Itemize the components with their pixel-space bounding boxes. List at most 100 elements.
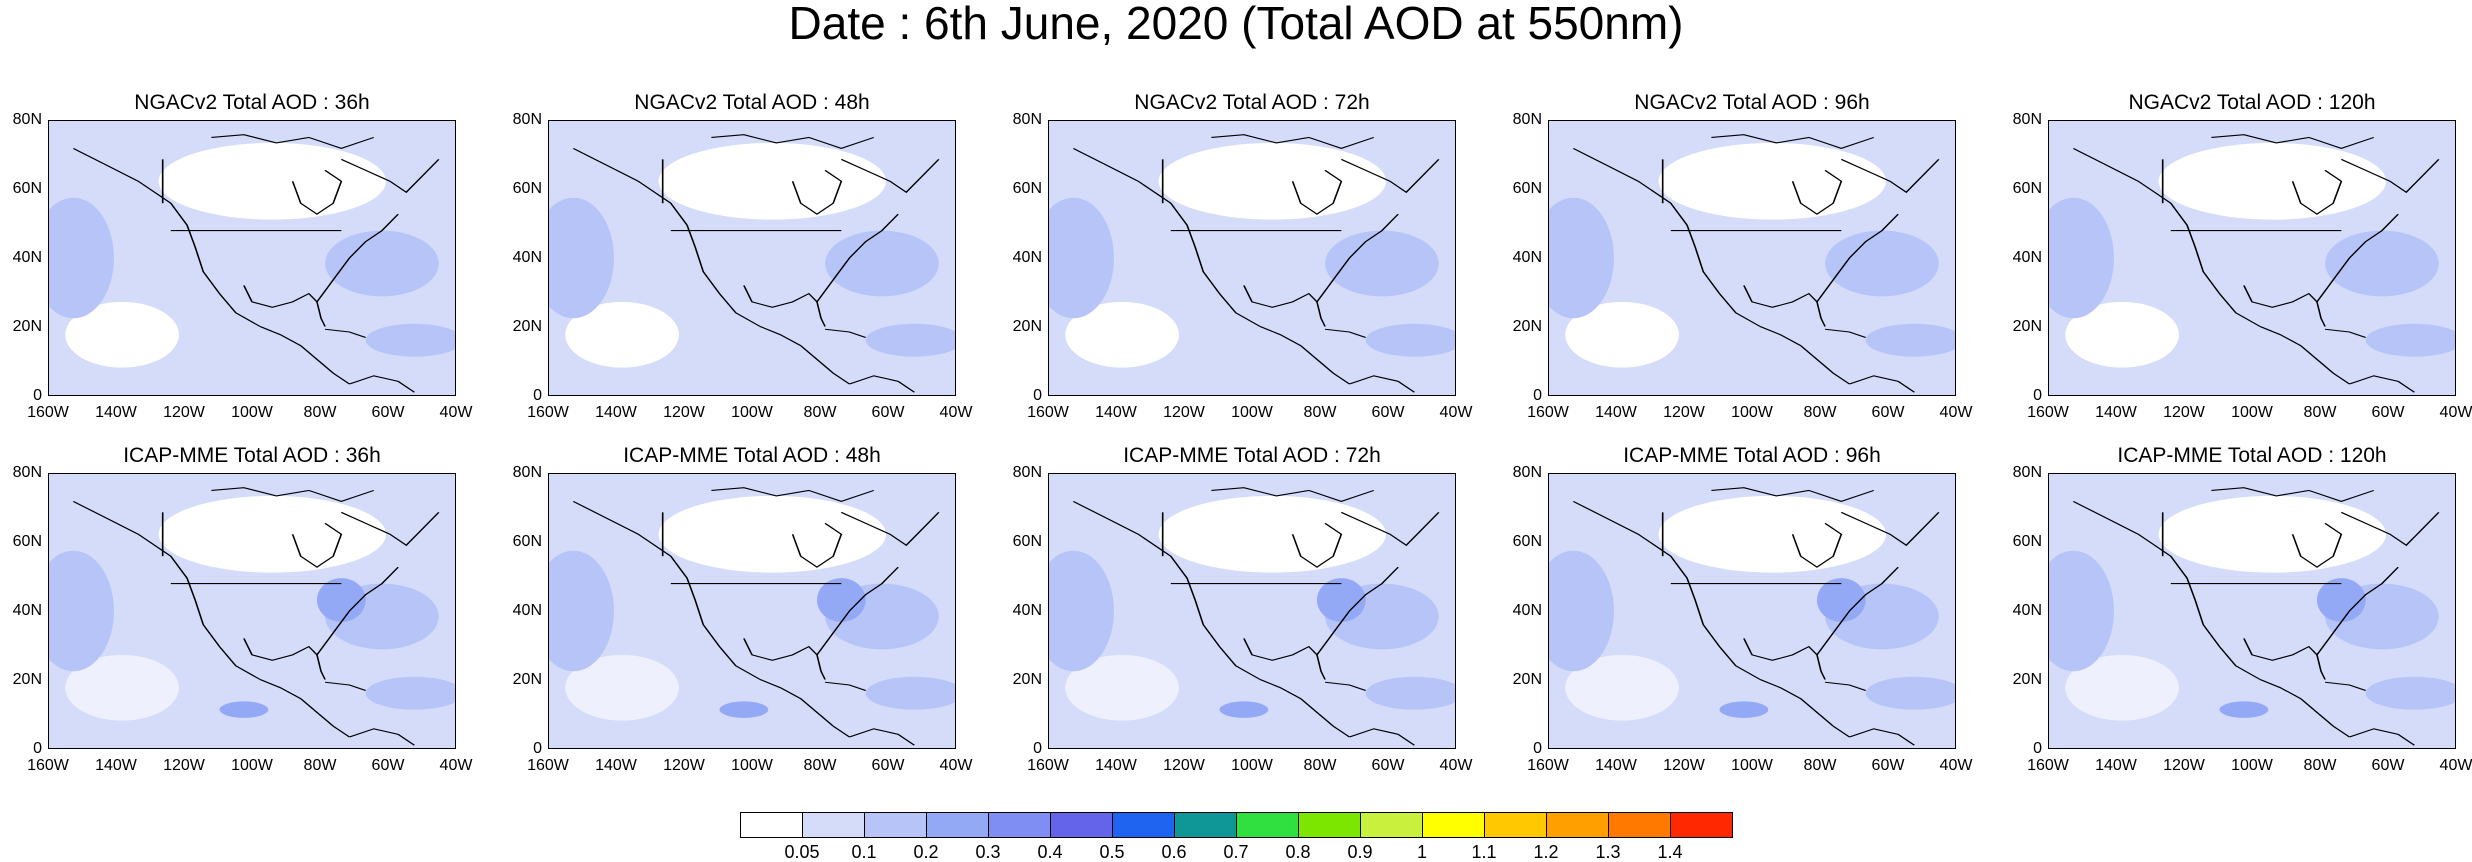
low-aod-patch [1158, 495, 1386, 573]
lat-tick-label: 20N [512, 318, 542, 335]
coastline [2211, 134, 2375, 150]
high-aod-patch [1816, 578, 1866, 622]
coastline [849, 375, 915, 393]
coastline [291, 522, 343, 568]
coastline [349, 728, 415, 746]
high-aod-patch [719, 701, 769, 718]
low-aod-patch [158, 495, 386, 573]
lon-tick-label: 60W [1371, 404, 1405, 421]
coastline [759, 326, 851, 385]
coastline [1349, 728, 1415, 746]
low-aod-patch [658, 142, 886, 220]
coastline [1316, 301, 1326, 327]
coastline [1211, 487, 1375, 503]
lat-tick-label: 0 [1533, 387, 1542, 404]
aod-map [2048, 120, 2456, 396]
colorbar-swatch [1112, 812, 1175, 838]
lat-tick-label: 80N [1512, 111, 1542, 128]
colorbar-label: 0.2 [913, 842, 939, 862]
lon-tick-label: 140W [95, 757, 137, 774]
coastline [1243, 638, 1318, 661]
coastline [2349, 375, 2415, 393]
coastline [1259, 326, 1351, 385]
lat-tick-label: 0 [1533, 740, 1542, 757]
coastline [1572, 147, 1761, 327]
lon-tick-label: 140W [595, 404, 637, 421]
lon-tick-label: 140W [2095, 757, 2137, 774]
mid-aod-patch [1865, 676, 1955, 710]
coastline [1340, 158, 1440, 194]
coastline [1759, 679, 1851, 738]
aod-map [1048, 120, 1456, 396]
coastline [2340, 511, 2440, 547]
lon-tick-label: 40W [1439, 757, 1473, 774]
lon-tick-label: 40W [1939, 757, 1973, 774]
lon-tick-label: 160W [2027, 757, 2069, 774]
mid-aod-patch [1365, 676, 1455, 710]
lon-tick-label: 160W [1527, 404, 1569, 421]
coastline [816, 301, 826, 327]
lat-tick-label: 80N [512, 111, 542, 128]
colorbar-swatch [1360, 812, 1423, 838]
lat-tick-label: 0 [1033, 387, 1042, 404]
high-aod-patch [1316, 578, 1366, 622]
aod-map [2048, 473, 2456, 749]
coastline [2316, 301, 2326, 327]
panel-title: ICAP-MME Total AOD : 120h [2117, 444, 2387, 467]
lon-tick-label: 140W [1595, 404, 1637, 421]
colorbar-swatch [864, 812, 927, 838]
lon-tick-label: 40W [939, 757, 973, 774]
lon-tick-label: 40W [2439, 757, 2472, 774]
lat-tick-label: 40N [512, 249, 542, 266]
coastline [816, 654, 826, 680]
lon-tick-label: 120W [2163, 404, 2205, 421]
coastline [340, 511, 440, 547]
coastline [211, 487, 375, 503]
lat-tick-label: 80N [1512, 464, 1542, 481]
lon-tick-label: 160W [27, 757, 69, 774]
lat-tick-label: 40N [12, 249, 42, 266]
lon-tick-label: 120W [163, 404, 205, 421]
coastline [1316, 654, 1326, 680]
lon-tick-label: 60W [371, 404, 405, 421]
colorbar-swatch [926, 812, 989, 838]
lon-tick-label: 120W [1163, 757, 1205, 774]
mid-aod-patch [49, 197, 114, 319]
lon-tick-label: 100W [731, 757, 773, 774]
aod-map [48, 120, 456, 396]
lat-tick-label: 20N [1012, 318, 1042, 335]
coastline [1259, 679, 1351, 738]
coastline [2291, 522, 2343, 568]
lat-tick-label: 20N [2012, 671, 2042, 688]
low-aod-patch [2065, 654, 2179, 721]
mid-aod-patch [865, 676, 955, 710]
aod-map [1048, 473, 1456, 749]
lon-tick-label: 120W [663, 757, 705, 774]
coastline [2259, 679, 2351, 738]
lat-tick-label: 40N [2012, 602, 2042, 619]
coastline [316, 566, 399, 656]
aod-map [1548, 473, 1956, 749]
lat-tick-label: 0 [533, 740, 542, 757]
colorbar-label: 0.9 [1347, 842, 1373, 862]
lon-tick-label: 60W [2371, 404, 2405, 421]
mid-aod-patch [865, 323, 955, 357]
lon-tick-label: 60W [1871, 404, 1905, 421]
lat-tick-label: 80N [12, 464, 42, 481]
mid-aod-patch [825, 230, 939, 297]
mid-aod-patch [1865, 323, 1955, 357]
coastline [824, 328, 867, 338]
lon-tick-label: 120W [663, 404, 705, 421]
lat-tick-label: 40N [1012, 602, 1042, 619]
coastline [324, 681, 367, 691]
coastline [572, 500, 761, 680]
low-aod-patch [565, 654, 679, 721]
coastline [2291, 169, 2343, 215]
mid-aod-patch [2365, 676, 2455, 710]
lon-tick-label: 100W [1231, 757, 1273, 774]
aod-map [1548, 120, 1956, 396]
lat-tick-label: 20N [12, 671, 42, 688]
coastline [72, 147, 261, 327]
lat-tick-label: 60N [12, 180, 42, 197]
mid-aod-patch [1365, 323, 1455, 357]
